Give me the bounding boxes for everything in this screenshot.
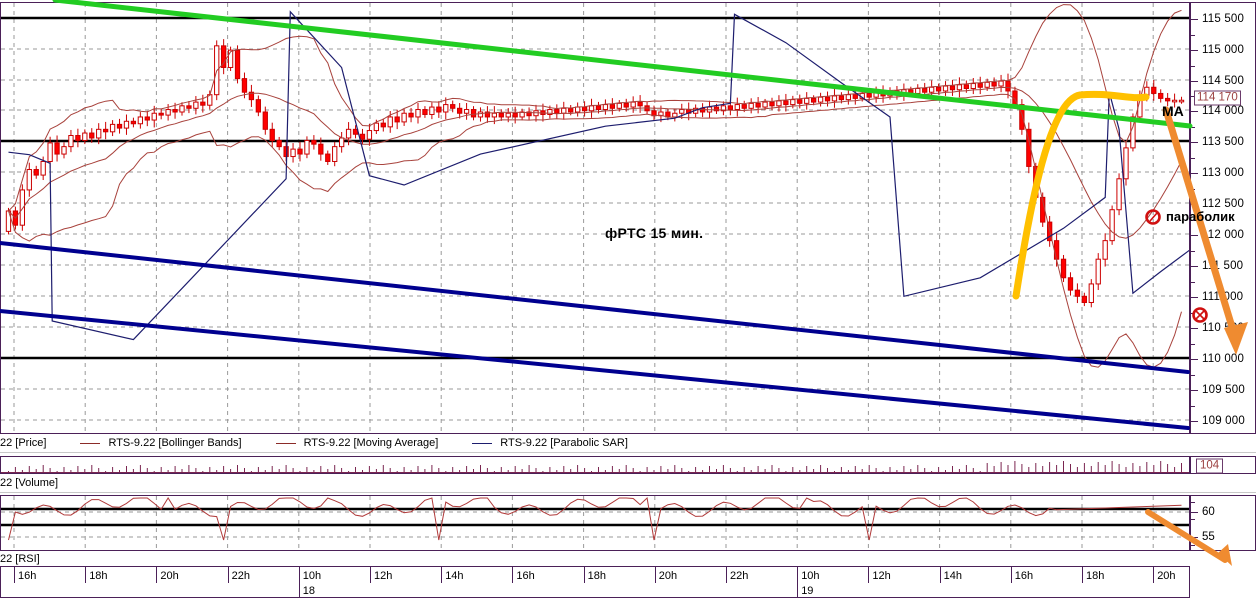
price-axis-tick <box>1191 19 1198 20</box>
price-axis-minor-tick <box>1191 126 1195 128</box>
time-axis-tick: 18h <box>85 567 156 583</box>
legend-item-bollinger-bands[interactable]: RTS-9.22 [Bollinger Bands] <box>80 437 242 449</box>
price-axis-minor-tick <box>1191 188 1195 190</box>
time-axis-tick: 16h <box>14 567 85 583</box>
price-axis-minor-tick <box>1191 65 1195 67</box>
price-axis-tick <box>1191 81 1198 82</box>
current-price-flag: 114 170 <box>1194 90 1241 106</box>
day-axis-label: 18 <box>298 583 797 597</box>
legend-swatch-moving-average <box>275 442 296 444</box>
volume-chart-canvas <box>1 461 1189 473</box>
legend-item-moving-average[interactable]: RTS-9.22 [Moving Average] <box>275 437 439 449</box>
price-axis-label: 113 000 <box>1202 167 1245 179</box>
parabolic-annotation: параболик <box>1166 209 1235 224</box>
price-axis-tick <box>1191 142 1198 143</box>
price-axis-minor-tick <box>1191 343 1195 345</box>
time-axis-tick: 18h <box>583 567 655 583</box>
price-axis-tick <box>1191 111 1198 112</box>
time-axis-tick: 20h <box>654 567 726 583</box>
panel-divider-2 <box>0 492 1256 493</box>
legend-label-bollinger-bands: RTS-9.22 [Bollinger Bands] <box>108 437 242 449</box>
rsi-axis-minor-tick <box>1191 545 1195 546</box>
time-axis-tick: 14h <box>939 567 1011 583</box>
rsi-legend-prefix: 22 [RSI] <box>0 553 40 565</box>
time-axis-tick: 22h <box>726 567 797 583</box>
legend-swatch-parabolic-sar <box>472 442 493 444</box>
time-axis-tick: 20h <box>156 567 227 583</box>
time-axis-tick: 16h <box>1010 567 1082 583</box>
price-axis-label: 110 000 <box>1202 353 1245 365</box>
price-axis-tick <box>1191 297 1198 298</box>
price-axis-minor-tick <box>1191 96 1195 97</box>
price-axis-label: 109 000 <box>1202 415 1245 427</box>
price-axis-label: 114 500 <box>1202 75 1245 87</box>
price-axis-label: 111 500 <box>1202 260 1244 272</box>
price-axis-label: 114 000 <box>1202 105 1245 117</box>
rsi-chart-canvas <box>1 496 1189 550</box>
price-axis-tick <box>1191 50 1198 51</box>
rsi-axis-tick <box>1191 537 1198 538</box>
time-axis-tick: 12h <box>370 567 441 583</box>
price-axis-tick <box>1191 235 1198 236</box>
price-chart-canvas <box>1 3 1189 433</box>
volume-legend: 22 [Volume] <box>0 475 400 491</box>
price-axis-label: 115 500 <box>1202 13 1245 25</box>
price-axis-tick <box>1191 390 1198 391</box>
time-axis-tick: 22h <box>227 567 299 583</box>
rsi-chart-plot[interactable] <box>0 495 1190 551</box>
volume-legend-prefix: 22 [Volume] <box>0 477 59 489</box>
price-axis-minor-tick <box>1191 374 1195 376</box>
rsi-axis-label: 60 <box>1202 506 1215 518</box>
price-axis-tick <box>1191 421 1198 422</box>
price-axis-label: 112 000 <box>1202 229 1245 241</box>
rsi-legend: 22 [RSI] <box>0 551 400 567</box>
time-axis[interactable]: 16h 18h 20h 22h 10h 12h 14h 16h 18h 20h 22h 10h 12h 1… <box>0 566 1190 584</box>
price-axis-label: 111 000 <box>1202 291 1244 303</box>
price-axis-minor-tick <box>1191 405 1195 407</box>
rsi-axis-label: 55 <box>1202 531 1215 543</box>
price-axis-tick <box>1191 359 1198 360</box>
day-axis-label: 19 <box>797 583 1256 597</box>
rsi-axis-minor-tick <box>1191 502 1195 503</box>
legend-label-moving-average: RTS-9.22 [Moving Average] <box>303 437 439 449</box>
time-axis-tick: 14h <box>441 567 512 583</box>
price-axis-minor-tick <box>1191 157 1195 159</box>
ma-annotation: MA <box>1162 103 1184 119</box>
time-axis-tick: 18h <box>1082 567 1153 583</box>
legend-item-parabolic-sar[interactable]: RTS-9.22 [Parabolic SAR] <box>472 437 628 449</box>
price-axis-tick <box>1191 204 1198 205</box>
legend-swatch-bollinger-bands <box>80 442 101 444</box>
chart-title-annotation: фРТС 15 мин. <box>605 225 704 241</box>
rsi-axis[interactable]: 60 55 <box>1190 495 1256 551</box>
price-legend-prefix: 22 [Price] <box>0 437 47 449</box>
legend-label-parabolic-sar: RTS-9.22 [Parabolic SAR] <box>500 437 628 449</box>
time-axis-tick: 12h <box>868 567 939 583</box>
volume-chart-plot[interactable] <box>0 456 1190 474</box>
price-legend: 22 [Price] RTS-9.22 [Bollinger Bands] RT… <box>0 435 1190 451</box>
time-axis-tick: 10h <box>797 567 868 583</box>
panel-divider-1 <box>0 452 1256 453</box>
rsi-axis-minor-tick <box>1191 519 1195 520</box>
time-axis-tick: 16h <box>512 567 583 583</box>
price-axis-label: 115 000 <box>1202 44 1245 56</box>
price-axis-tick <box>1191 328 1198 329</box>
price-axis-minor-tick <box>1191 34 1195 36</box>
price-axis-minor-tick <box>1191 312 1195 314</box>
price-axis-label: 110 500 <box>1202 322 1245 334</box>
volume-axis[interactable]: 104 <box>1190 456 1256 474</box>
price-axis-tick <box>1191 173 1198 174</box>
day-axis[interactable]: 18 19 <box>0 583 1190 598</box>
price-chart-plot[interactable] <box>0 2 1190 434</box>
price-axis-minor-tick <box>1191 281 1195 283</box>
price-axis-label: 109 500 <box>1202 384 1245 396</box>
price-axis-label: 113 500 <box>1202 136 1245 148</box>
price-axis-tick <box>1191 266 1198 267</box>
time-axis-tick: 10h <box>298 567 370 583</box>
volume-value-flag: 104 <box>1196 458 1224 474</box>
time-axis-tick: 20h <box>1153 567 1224 583</box>
rsi-axis-tick <box>1191 512 1198 513</box>
price-axis-minor-tick <box>1191 250 1195 252</box>
